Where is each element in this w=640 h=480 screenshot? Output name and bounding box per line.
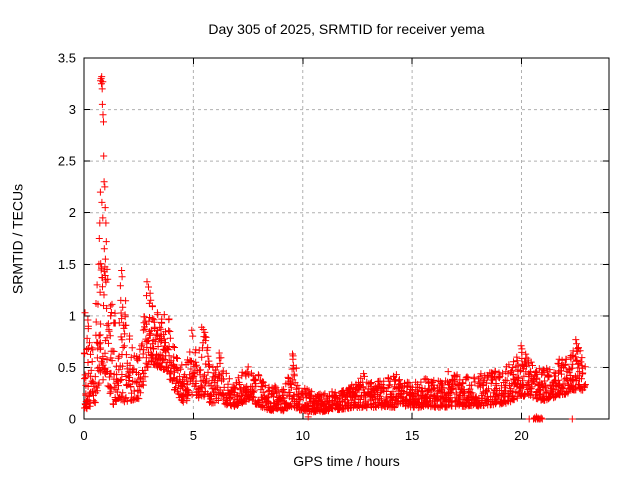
y-tick-label: 1: [69, 308, 76, 323]
plot-border: [83, 57, 610, 420]
x-tick-label: 5: [190, 428, 197, 443]
y-tick-label: 0: [69, 412, 76, 427]
x-tick-label: 20: [514, 428, 528, 443]
y-axis-label: SRMTID / TECUs: [9, 183, 26, 295]
y-tick-label: 2: [69, 205, 76, 220]
x-tick-label: 10: [296, 428, 310, 443]
x-tick-label: 15: [405, 428, 419, 443]
y-tick-label: 2.5: [58, 154, 76, 169]
chart-title: Day 305 of 2025, SRMTID for receiver yem…: [208, 21, 485, 37]
y-tick-label: 3: [69, 102, 76, 117]
scatter-points: [80, 73, 589, 423]
y-tick-label: 0.5: [58, 360, 76, 375]
y-tick-label: 1.5: [58, 257, 76, 272]
x-axis-label: GPS time / hours: [293, 453, 400, 469]
y-tick-label: 3.5: [58, 51, 76, 66]
x-tick-label: 0: [80, 428, 87, 443]
